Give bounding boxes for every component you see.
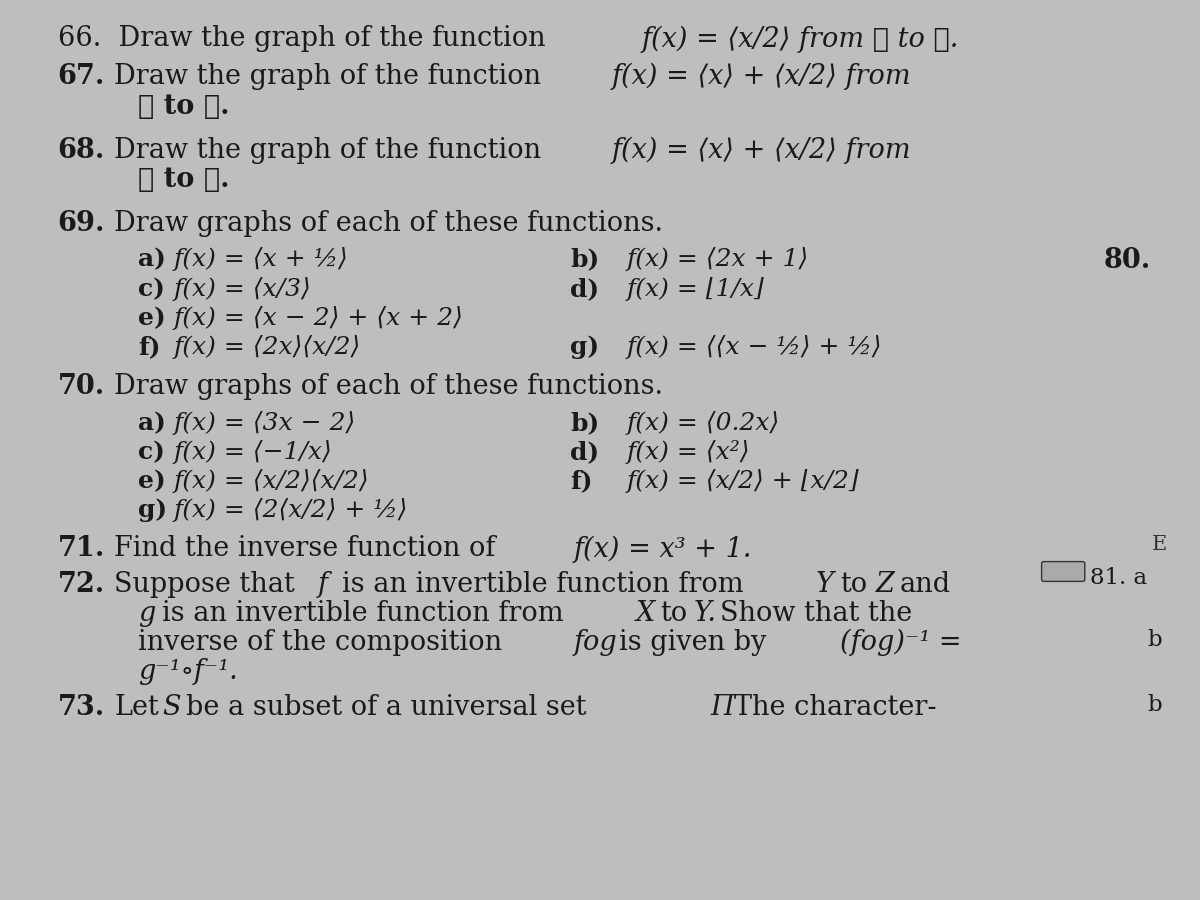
- Text: 81. a: 81. a: [1090, 567, 1147, 589]
- Text: b: b: [1147, 629, 1162, 651]
- Text: f: f: [318, 572, 328, 598]
- Text: Show that the: Show that the: [720, 600, 912, 627]
- Text: f(x) = ⟨x/2⟩ from ℝ to ℝ.: f(x) = ⟨x/2⟩ from ℝ to ℝ.: [642, 25, 959, 52]
- Text: 66.  Draw the graph of the function: 66. Draw the graph of the function: [58, 25, 545, 52]
- Text: f(x) = ⟨⟨x − ½⟩ + ½⟩: f(x) = ⟨⟨x − ½⟩ + ½⟩: [626, 335, 882, 359]
- Text: f(x) = ⟨x²⟩: f(x) = ⟨x²⟩: [626, 440, 750, 464]
- Text: g⁻¹∘f⁻¹.: g⁻¹∘f⁻¹.: [138, 658, 238, 685]
- Text: ↻: ↻: [1051, 567, 1061, 577]
- Text: f(x) = ⟨x/3⟩: f(x) = ⟨x/3⟩: [174, 277, 312, 302]
- Text: d): d): [570, 440, 599, 464]
- Text: is an invertible function from: is an invertible function from: [342, 572, 744, 598]
- Text: The character-: The character-: [734, 694, 937, 721]
- Text: Draw the graph of the function: Draw the graph of the function: [114, 63, 541, 90]
- Text: f(x) = ⟨x + ½⟩: f(x) = ⟨x + ½⟩: [174, 248, 349, 272]
- Text: Π: Π: [710, 694, 734, 721]
- Text: e): e): [138, 469, 166, 493]
- Text: Y: Y: [816, 572, 834, 598]
- Text: Draw the graph of the function: Draw the graph of the function: [114, 137, 541, 164]
- Text: fog: fog: [574, 629, 617, 656]
- Text: ℝ to ℝ.: ℝ to ℝ.: [138, 166, 229, 194]
- Text: Draw graphs of each of these functions.: Draw graphs of each of these functions.: [114, 210, 662, 237]
- Text: f(x) = ⟨x⟩ + ⟨x/2⟩ from: f(x) = ⟨x⟩ + ⟨x/2⟩ from: [612, 63, 912, 90]
- Text: g: g: [138, 600, 155, 627]
- Text: f(x) = ⟨2x⟩⟨x/2⟩: f(x) = ⟨2x⟩⟨x/2⟩: [174, 335, 361, 359]
- Text: 70.: 70.: [58, 374, 104, 400]
- Text: c): c): [138, 440, 164, 464]
- Text: e): e): [138, 306, 166, 330]
- Text: 80.: 80.: [1104, 248, 1151, 274]
- Text: b: b: [1147, 694, 1162, 716]
- Text: 69.: 69.: [58, 210, 106, 237]
- Text: inverse of the composition: inverse of the composition: [138, 629, 502, 656]
- Text: g): g): [570, 335, 599, 359]
- Text: f(x) = ⟨3x − 2⟩: f(x) = ⟨3x − 2⟩: [174, 411, 356, 436]
- Text: and: and: [900, 572, 952, 598]
- Text: to: to: [840, 572, 868, 598]
- Text: f(x) = ⟨0.2x⟩: f(x) = ⟨0.2x⟩: [626, 411, 780, 436]
- Text: f(x) = ⟨x/2⟩⟨x/2⟩: f(x) = ⟨x/2⟩⟨x/2⟩: [174, 469, 370, 493]
- Text: f(x) = ⟨2⟨x/2⟩ + ½⟩: f(x) = ⟨2⟨x/2⟩ + ½⟩: [174, 498, 408, 522]
- Text: f): f): [138, 335, 161, 359]
- Text: Suppose that: Suppose that: [114, 572, 295, 598]
- Text: 68.: 68.: [58, 137, 104, 164]
- Text: is an invertible function from: is an invertible function from: [162, 600, 564, 627]
- Text: S: S: [162, 694, 181, 721]
- Text: 71.: 71.: [58, 536, 104, 562]
- FancyBboxPatch shape: [1042, 562, 1085, 581]
- Text: f): f): [570, 469, 593, 493]
- Text: b): b): [570, 411, 599, 436]
- Text: c): c): [138, 277, 164, 302]
- Text: Y.: Y.: [694, 600, 716, 627]
- Text: f(x) = ⟨−1/x⟩: f(x) = ⟨−1/x⟩: [174, 440, 332, 464]
- Text: 72.: 72.: [58, 572, 104, 598]
- Text: f(x) = ⟨x/2⟩ + ⌊x/2⌋: f(x) = ⟨x/2⟩ + ⌊x/2⌋: [626, 469, 859, 493]
- Text: a): a): [138, 248, 166, 272]
- Text: ℝ to ℝ.: ℝ to ℝ.: [138, 93, 229, 120]
- Text: (fog)⁻¹ =: (fog)⁻¹ =: [840, 629, 961, 656]
- Text: to: to: [660, 600, 688, 627]
- Text: a): a): [138, 411, 166, 436]
- Text: X: X: [636, 600, 655, 627]
- Text: Z: Z: [876, 572, 895, 598]
- Text: E: E: [1152, 536, 1168, 554]
- Text: 67.: 67.: [58, 63, 104, 90]
- Text: b): b): [570, 248, 599, 272]
- Text: is given by: is given by: [619, 629, 767, 656]
- Text: d): d): [570, 277, 599, 302]
- Text: f(x) = ⌊1/x⌋: f(x) = ⌊1/x⌋: [626, 277, 764, 302]
- Text: f(x) = ⟨2x + 1⟩: f(x) = ⟨2x + 1⟩: [626, 248, 809, 272]
- Text: Draw graphs of each of these functions.: Draw graphs of each of these functions.: [114, 374, 662, 400]
- Text: f(x) = ⟨x − 2⟩ + ⟨x + 2⟩: f(x) = ⟨x − 2⟩ + ⟨x + 2⟩: [174, 306, 464, 330]
- Text: f(x) = ⟨x⟩ + ⟨x/2⟩ from: f(x) = ⟨x⟩ + ⟨x/2⟩ from: [612, 137, 912, 164]
- Text: g): g): [138, 498, 167, 522]
- Text: Let: Let: [114, 694, 158, 721]
- Text: Find the inverse function of: Find the inverse function of: [114, 536, 496, 562]
- Text: f(x) = x³ + 1.: f(x) = x³ + 1.: [574, 536, 752, 562]
- Text: 73.: 73.: [58, 694, 104, 721]
- Text: be a subset of a universal set: be a subset of a universal set: [186, 694, 587, 721]
